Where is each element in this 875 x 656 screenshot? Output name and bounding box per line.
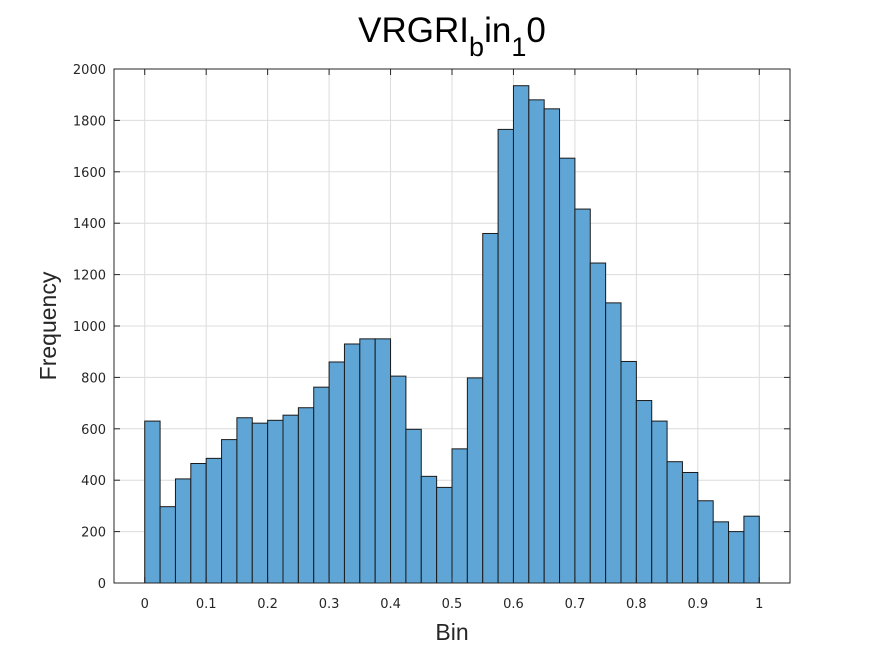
histogram-bar xyxy=(728,531,745,584)
x-tick-label: 0.5 xyxy=(442,597,463,612)
histogram-bar xyxy=(251,422,269,584)
histogram-bar xyxy=(159,506,176,584)
histogram-bar xyxy=(236,417,253,584)
histogram-bar xyxy=(313,386,330,584)
y-tick-label: 400 xyxy=(81,474,106,489)
histogram-bar xyxy=(451,448,468,584)
histogram-bar xyxy=(620,360,637,584)
histogram-bar xyxy=(328,361,345,584)
y-tick-label: 1200 xyxy=(73,269,106,284)
histogram-bar xyxy=(221,439,238,584)
y-tick-label: 600 xyxy=(81,423,106,438)
histogram-bar xyxy=(512,85,530,584)
histogram-bar xyxy=(482,232,499,584)
histogram-bar xyxy=(743,515,760,584)
histogram-bar xyxy=(497,128,514,584)
histogram-bar xyxy=(651,420,668,584)
y-tick-label: 800 xyxy=(81,371,106,386)
y-tick-label: 1400 xyxy=(73,217,106,232)
histogram-bar xyxy=(681,471,699,584)
histogram-bar xyxy=(374,338,392,584)
histogram-bar xyxy=(297,407,315,584)
histogram-bar xyxy=(343,343,361,584)
bars xyxy=(144,85,760,584)
histogram-bar xyxy=(466,377,484,584)
x-tick-label: 1 xyxy=(755,597,763,612)
x-tick-label: 0.8 xyxy=(626,597,647,612)
y-tick-label: 200 xyxy=(81,526,106,541)
x-tick-label: 0.2 xyxy=(257,597,278,612)
x-tick-label: 0.4 xyxy=(380,597,401,612)
histogram-bar xyxy=(635,400,653,584)
histogram-bar xyxy=(282,414,299,584)
histogram-bar xyxy=(267,419,284,584)
histogram-bar xyxy=(712,521,730,584)
x-axis-label: Bin xyxy=(435,619,468,645)
x-tick-label: 0.1 xyxy=(196,597,217,612)
histogram-bar xyxy=(436,486,453,584)
axis-ticks: 0 0.1 0.2 0.3 0.4 0.5 0.6 0.7 0.8 0.9 1 0 200 400 600 8… xyxy=(73,63,790,612)
histogram-bar xyxy=(543,108,561,584)
y-tick-label: 2000 xyxy=(73,63,106,78)
histogram-bar xyxy=(589,262,607,584)
histogram-bar xyxy=(559,157,576,584)
histogram-bar xyxy=(359,338,376,584)
histogram-bar xyxy=(666,461,683,584)
histogram-bar xyxy=(405,428,422,584)
y-tick-label: 1600 xyxy=(73,166,106,181)
histogram-bar xyxy=(420,475,438,584)
y-tick-label: 1000 xyxy=(73,320,106,335)
x-tick-label: 0.9 xyxy=(687,597,708,612)
y-tick-label: 1800 xyxy=(73,114,106,129)
histogram-bar xyxy=(144,420,161,584)
x-tick-label: 0 xyxy=(141,597,149,612)
chart-title: VRGRIbin10 xyxy=(358,11,546,62)
histogram-bar xyxy=(605,302,622,584)
y-tick-label: 0 xyxy=(98,577,106,592)
histogram-bar xyxy=(697,500,714,584)
histogram-bar xyxy=(390,375,407,584)
histogram-bar xyxy=(528,99,545,584)
x-tick-label: 0.6 xyxy=(503,597,524,612)
histogram-bar xyxy=(574,208,591,584)
x-tick-label: 0.3 xyxy=(319,597,340,612)
x-tick-label: 0.7 xyxy=(565,597,586,612)
histogram-bar xyxy=(174,478,192,584)
histogram-bar xyxy=(190,462,207,584)
histogram-bar xyxy=(205,457,223,584)
y-axis-label: Frequency xyxy=(35,271,61,380)
